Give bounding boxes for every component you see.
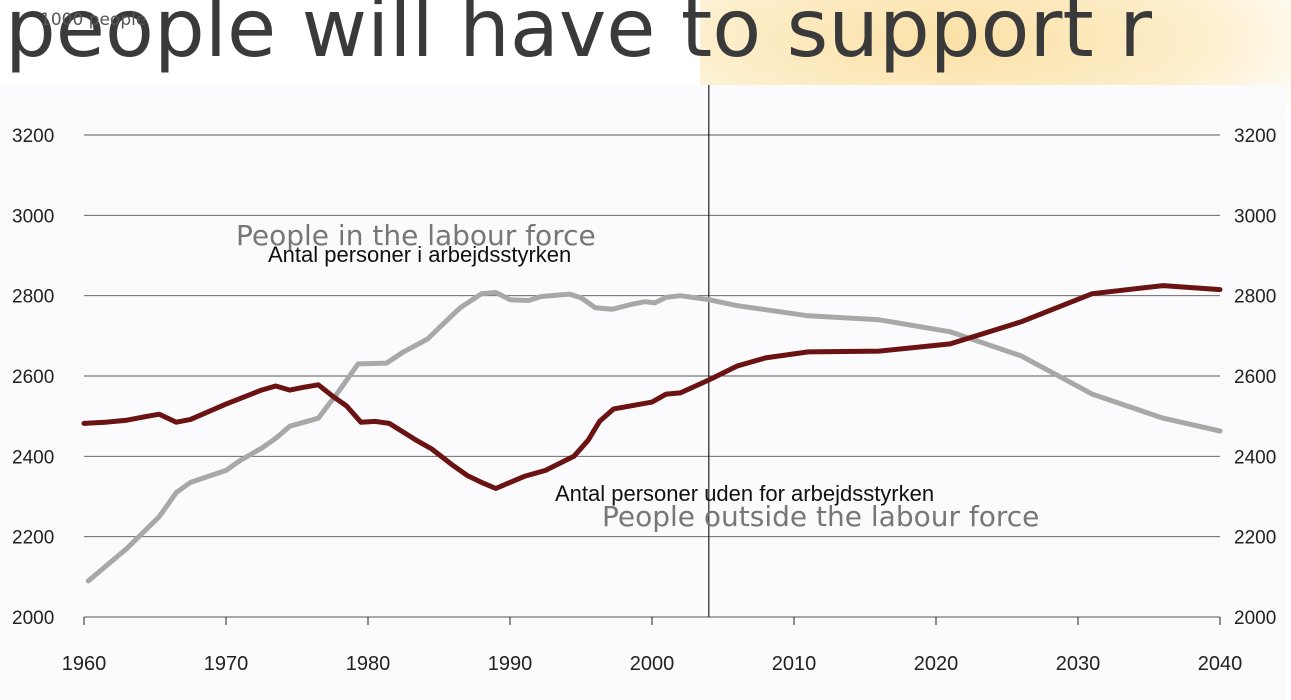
axes: 2000 2000 2200 2200 2400 2400 2600 2600 2800 2800… [12,126,1276,675]
x-tick-label: 1990 [488,653,533,675]
plot-background [0,85,1286,700]
x-tick-label: 2000 [630,653,675,675]
label-labour-force-da: Antal personer i arbejdsstyrken [268,242,571,267]
y-tick-label-left: 2800 [12,287,54,308]
y-tick-label-right: 2800 [1234,287,1276,308]
x-tick-label: 2010 [772,653,817,675]
series-line-1 [81,283,1223,491]
headline-title: people will have to support r [5,0,1153,75]
y-tick-label-right: 2000 [1234,608,1276,629]
y-tick-label-left: 3200 [12,126,54,147]
x-tick-label: 2020 [914,653,959,675]
y-tick-label-right: 2400 [1234,447,1276,468]
series-line-0 [85,290,1223,584]
label-outside-en: People outside the labour force [602,500,1039,533]
y-tick-label-left: 2600 [12,367,54,388]
x-tick-label: 1960 [62,653,107,675]
x-tick-label: 2040 [1198,653,1243,675]
y-tick-label-right: 3200 [1234,126,1276,147]
unit-label: 1000 people [40,10,147,30]
y-tick-label-right: 2600 [1234,367,1276,388]
y-tick-label-left: 3000 [12,206,54,227]
y-tick-label-right: 2200 [1234,528,1276,549]
label-labour-force-en: People in the labour force [236,219,596,252]
y-tick-label-left: 2400 [12,447,54,468]
x-tick-label: 1980 [346,653,391,675]
y-tick-label-left: 2000 [12,608,54,629]
y-tick-label-left: 2200 [12,528,54,549]
label-outside-da: Antal personer uden for arbejdsstyrken [555,481,934,506]
x-tick-label: 2030 [1056,653,1101,675]
x-tick-label: 1970 [204,653,249,675]
series-lines [81,283,1223,584]
y-tick-label-right: 3000 [1234,206,1276,227]
